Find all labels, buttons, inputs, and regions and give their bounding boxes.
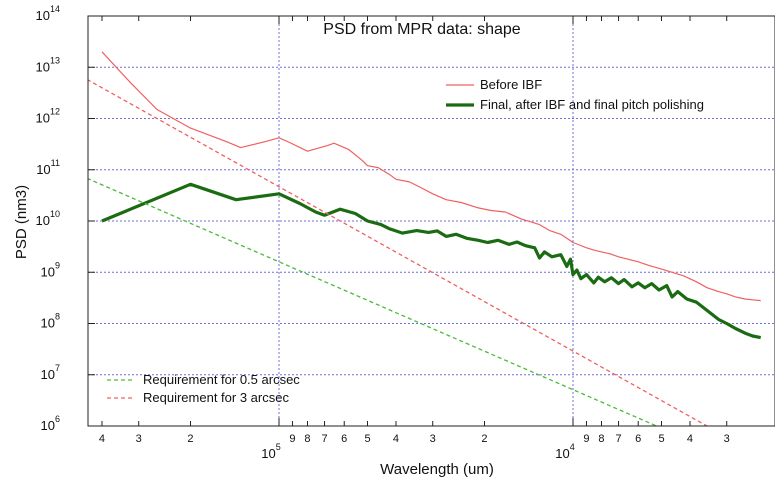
x-axis-label: Wavelength (um) (380, 461, 494, 478)
y-tick-label: 1010 (36, 209, 60, 228)
x-minor-tick-label: 5 (364, 433, 370, 445)
x-minor-tick-label: 7 (321, 433, 327, 445)
legend-bottom-left: Requirement for 0.5 arcsec Requirement fo… (107, 372, 300, 405)
series-requirement-for-0-5-arcsec (88, 178, 657, 426)
y-tick-label: 106 (41, 414, 60, 433)
axis-ticks: 106 107 108 109 1010 1011 1012 1013 1014 105 104 4 3… (36, 4, 730, 461)
x-minor-tick-label: 9 (289, 433, 295, 445)
x-minor-tick-label: 3 (136, 433, 142, 445)
series-requirement-for-3-arcsec (88, 79, 708, 426)
y-tick-label: 1011 (36, 158, 60, 177)
y-tick-label: 1013 (36, 55, 60, 74)
y-tick-label: 108 (41, 312, 60, 331)
legend-label: Before IBF (480, 77, 542, 92)
x-minor-tick-label: 4 (687, 433, 693, 445)
x-minor-tick-label: 4 (393, 433, 399, 445)
x-major-tick-label: 104 (555, 442, 574, 461)
series-lines (88, 51, 762, 426)
x-minor-tick-label: 9 (583, 433, 589, 445)
x-minor-tick-label: 2 (187, 433, 193, 445)
x-minor-tick-label: 8 (304, 433, 310, 445)
legend-label: Requirement for 0.5 arcsec (143, 372, 300, 387)
x-minor-tick-label: 5 (658, 433, 664, 445)
y-tick-label: 109 (41, 260, 60, 279)
x-major-tick-label: 105 (261, 442, 280, 461)
legend-top-right: Before IBF Final, after IBF and final pit… (446, 77, 704, 112)
y-axis-label: PSD (nm3) (13, 185, 30, 259)
series-before-ibf (101, 51, 761, 302)
legend-label: Requirement for 3 arcsec (143, 390, 289, 405)
x-minor-tick-label: 4 (99, 433, 105, 445)
y-tick-label: 107 (41, 363, 60, 382)
legend-label: Final, after IBF and final pitch polishi… (480, 97, 704, 112)
legends: Before IBF Final, after IBF and final pit… (107, 77, 704, 405)
x-minor-tick-label: 3 (430, 433, 436, 445)
chart-title: PSD from MPR data: shape (323, 21, 521, 38)
x-minor-tick-label: 6 (635, 433, 641, 445)
x-minor-tick-label: 2 (481, 433, 487, 445)
x-minor-tick-label: 3 (724, 433, 730, 445)
x-minor-tick-label: 6 (341, 433, 347, 445)
series-final-after-ibf-and-final-pitch-polishing (101, 182, 762, 340)
x-minor-tick-label: 7 (615, 433, 621, 445)
y-tick-label: 1012 (36, 107, 60, 126)
grid-lines (88, 16, 775, 426)
plot-frame (87, 15, 775, 427)
x-minor-tick-label: 8 (598, 433, 604, 445)
y-tick-label: 1014 (36, 4, 60, 23)
